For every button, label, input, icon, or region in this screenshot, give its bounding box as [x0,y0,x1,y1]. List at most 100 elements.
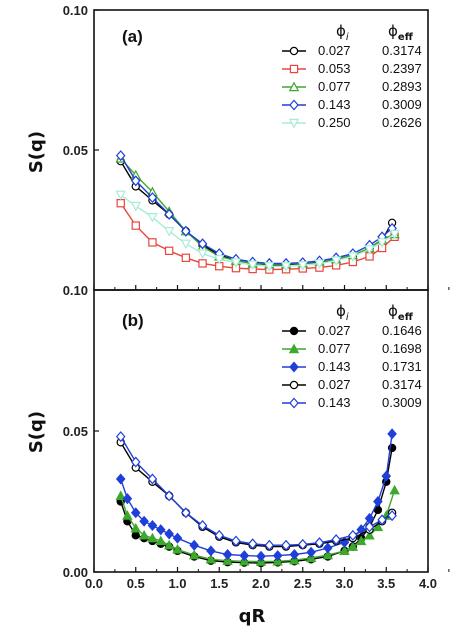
data-point-b-4 [331,534,341,546]
y-tick-label-a: 0.10 [63,283,88,298]
legend-phi-eff: 0.1731 [382,359,422,374]
legend-phi-i: 0.143 [318,395,351,410]
legend-entry-b-0: 0.027 0.1646 [282,323,422,338]
data-point-b-2 [130,507,141,519]
data-point-b-1 [372,521,384,532]
x-tick-label: 2.0 [252,576,270,591]
data-point-b-2 [323,542,333,554]
legend-marker [289,326,299,336]
series-a-2 [115,152,400,269]
data-point-b-1 [355,535,367,546]
legend-header-phi-eff: ϕeff [388,302,414,323]
legend-marker [289,46,299,56]
data-point-b-4 [231,535,241,547]
legend-phi-i: 0.027 [318,323,351,338]
data-point-b-1 [364,529,375,540]
legend-header-phi-i: ϕi [336,22,349,43]
legend-phi-i: 0.077 [318,341,351,356]
legend-marker [289,99,299,111]
data-point-b-2 [156,524,166,536]
data-point-b-1 [347,541,359,551]
data-point-b-1 [188,549,200,560]
panel-b: (b) S(q) 0.0 0.5 1.0 1.5 2.0 2.5 3.0 3.5 4.0 0.00… [26,289,450,591]
legend-entry-a-0: 0.027 0.3174 [282,43,422,58]
legend-entry-b-3: 0.027 0.3174 [282,377,422,392]
legend-header-phi-i: ϕi [336,302,349,323]
data-point-b-1 [205,553,217,564]
legend-marker [289,397,299,409]
data-point-a-1 [116,199,125,208]
data-point-a-4 [376,238,388,248]
x-tick-label: 3.5 [377,576,395,591]
legend-phi-i: 0.250 [318,115,351,130]
series-b-2 [115,428,397,562]
data-point-b-2 [139,515,149,527]
data-point-a-4 [115,190,126,201]
legend-entry-b-1: 0.077 0.1698 [282,341,422,356]
data-point-b-4 [181,507,191,519]
series-line-a-2 [120,157,395,265]
data-point-b-4 [348,529,358,541]
legend-phi-eff: 0.2626 [382,115,422,130]
legend-phi-i: 0.077 [318,79,351,94]
legend-phi-eff: 0.3009 [382,97,422,112]
legend-marker [288,81,300,92]
legend-phi-eff: 0.2397 [382,61,422,76]
data-point-b-1 [155,535,167,546]
data-point-b-2 [239,550,250,562]
data-point-b-2 [272,550,283,562]
data-point-b-4 [377,514,387,526]
data-point-b-4 [247,538,258,550]
data-point-b-4 [115,431,126,443]
legend-phi-eff: 0.1698 [382,341,422,356]
data-point-b-4 [387,510,397,522]
panel-label-b: (b) [122,311,144,330]
data-point-b-2 [306,546,316,558]
legend-phi-i: 0.027 [318,43,351,58]
data-point-b-4 [281,539,291,551]
data-point-b-4 [197,519,208,531]
y-tick-label-a: 0.10 [63,3,88,18]
legend-entry-b-2: 0.143 0.1731 [282,359,422,374]
data-point-a-1 [181,253,191,262]
data-point-b-2 [381,470,392,482]
data-point-b-2 [147,519,158,531]
legend-phi-eff: 0.1646 [382,323,422,338]
x-tick-label: 0.5 [127,576,145,591]
data-point-a-4 [280,262,292,272]
data-point-a-4 [163,227,175,237]
legend-phi-i: 0.027 [318,377,351,392]
data-point-a-1 [164,246,174,255]
y-axis-label-a: S(q) [26,131,47,173]
x-tick-label: 2.5 [294,576,312,591]
legend-phi-i: 0.143 [318,359,351,374]
data-point-b-4 [164,490,174,502]
data-point-a-1 [198,259,207,268]
data-point-a-3 [147,192,158,204]
data-point-a-4 [147,213,158,223]
data-point-a-4 [330,256,342,267]
legend-entry-a-2: 0.077 0.2893 [282,79,422,94]
legend-marker [289,64,299,74]
data-point-b-1 [122,510,133,520]
data-point-b-1 [163,539,175,550]
series-line-a-0 [120,160,393,266]
legend-phi-eff: 0.3174 [382,377,422,392]
data-point-a-4 [214,255,225,265]
data-point-b-1 [172,543,183,554]
legend-marker [289,361,299,373]
y-tick-label-b: 0.00 [63,565,88,580]
series-b-4 [115,431,397,551]
data-point-b-4 [297,538,308,550]
x-tick-label: 3.0 [335,576,353,591]
legend-marker [288,118,300,129]
data-point-a-4 [130,201,141,212]
data-point-a-3 [197,238,208,250]
data-point-a-4 [314,259,325,270]
y-tick-label-a: 0.05 [63,143,88,158]
data-point-a-3 [130,175,141,187]
data-point-b-2 [115,473,126,485]
y-axis-label-b: S(q) [26,411,47,453]
